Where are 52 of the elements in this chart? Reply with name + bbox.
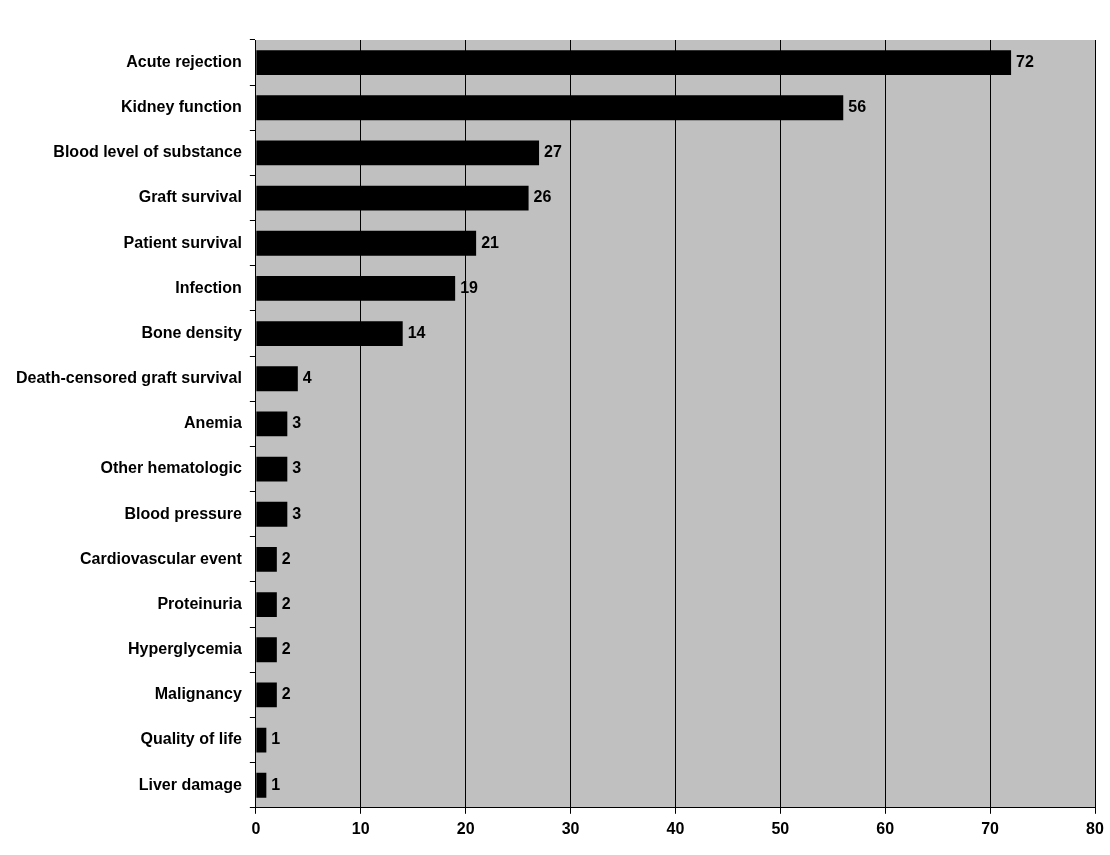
x-tick-label: 70 <box>981 819 1000 837</box>
x-tick-label: 50 <box>771 819 790 837</box>
x-tick-label: 80 <box>1086 819 1104 837</box>
y-tick-label: Cardiovascular event <box>79 549 243 567</box>
y-tick-label: Malignancy <box>154 685 242 703</box>
bar <box>256 456 288 482</box>
data-label: 27 <box>544 143 562 161</box>
bar <box>256 366 298 392</box>
y-tick-label: Graft survival <box>138 188 242 206</box>
bar <box>256 546 277 572</box>
y-tick-label: Infection <box>175 278 242 296</box>
bar <box>256 592 277 617</box>
data-label: 3 <box>292 504 302 522</box>
bar <box>256 637 277 663</box>
bar <box>256 772 267 798</box>
data-label: 72 <box>1016 52 1034 70</box>
x-tick-label: 60 <box>876 819 895 837</box>
x-tick-label: 30 <box>561 819 580 837</box>
data-label: 1 <box>271 730 281 748</box>
data-label: 4 <box>302 369 312 387</box>
data-label: 2 <box>281 685 291 703</box>
y-tick-label: Quality of life <box>140 730 242 748</box>
data-label: 2 <box>281 594 291 612</box>
bar <box>256 682 277 708</box>
bar <box>256 501 288 527</box>
y-tick-label: Kidney function <box>120 98 242 116</box>
y-tick-label: Blood level of substance <box>53 143 242 161</box>
y-tick-label: Proteinuria <box>157 594 242 612</box>
y-tick-label: Death-censored graft survival <box>15 369 242 387</box>
data-label: 2 <box>281 640 291 658</box>
data-label: 56 <box>848 98 867 116</box>
y-tick-label: Blood pressure <box>124 504 242 522</box>
data-label: 3 <box>292 459 302 477</box>
bar <box>256 727 267 753</box>
data-label: 26 <box>533 188 552 206</box>
data-label: 2 <box>281 549 291 567</box>
data-label: 21 <box>481 233 500 251</box>
data-label: 3 <box>292 414 302 432</box>
x-tick-label: 0 <box>251 819 261 837</box>
y-tick-label: Liver damage <box>138 775 242 793</box>
x-tick-label: 40 <box>666 819 685 837</box>
y-tick-label: Hyperglycemia <box>128 640 242 658</box>
data-label: 14 <box>407 323 426 341</box>
y-tick-label: Other hematologic <box>100 459 242 477</box>
bar <box>256 411 288 437</box>
data-label: 1 <box>271 775 281 793</box>
y-tick-label: Acute rejection <box>126 52 242 70</box>
y-tick-label: Patient survival <box>123 233 242 251</box>
y-tick-label: Anemia <box>184 414 242 432</box>
y-tick-label: Bone density <box>141 323 242 341</box>
x-tick-label: 10 <box>351 819 370 837</box>
x-tick-label: 20 <box>456 819 475 837</box>
